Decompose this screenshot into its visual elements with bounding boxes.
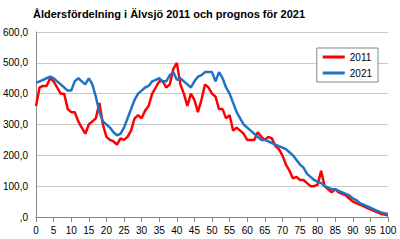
svg-text:40: 40 — [171, 225, 183, 236]
svg-text:400,0: 400,0 — [3, 88, 28, 99]
svg-text:75: 75 — [294, 225, 306, 236]
svg-text:65: 65 — [259, 225, 271, 236]
svg-text:15: 15 — [83, 225, 95, 236]
svg-text:100: 100 — [380, 225, 397, 236]
svg-text:60: 60 — [242, 225, 254, 236]
svg-text:25: 25 — [118, 225, 130, 236]
svg-text:,0: ,0 — [20, 212, 29, 223]
svg-text:95: 95 — [365, 225, 377, 236]
svg-text:200,0: 200,0 — [3, 150, 28, 161]
svg-text:85: 85 — [330, 225, 342, 236]
svg-text:45: 45 — [189, 225, 201, 236]
svg-text:30: 30 — [136, 225, 148, 236]
svg-text:80: 80 — [312, 225, 324, 236]
svg-text:600,0: 600,0 — [3, 27, 28, 38]
svg-text:70: 70 — [277, 225, 289, 236]
svg-text:Åldersfördelning i Älvsjö 2011: Åldersfördelning i Älvsjö 2011 och progn… — [33, 8, 305, 20]
svg-text:5: 5 — [51, 225, 57, 236]
svg-text:300,0: 300,0 — [3, 119, 28, 130]
svg-text:0: 0 — [33, 225, 39, 236]
svg-text:500,0: 500,0 — [3, 57, 28, 68]
svg-text:55: 55 — [224, 225, 236, 236]
svg-text:10: 10 — [66, 225, 78, 236]
svg-text:100,0: 100,0 — [3, 181, 28, 192]
svg-text:90: 90 — [347, 225, 359, 236]
svg-text:20: 20 — [101, 225, 113, 236]
svg-text:50: 50 — [206, 225, 218, 236]
svg-text:2021: 2021 — [350, 68, 373, 79]
svg-text:2011: 2011 — [350, 52, 372, 63]
svg-text:35: 35 — [154, 225, 166, 236]
